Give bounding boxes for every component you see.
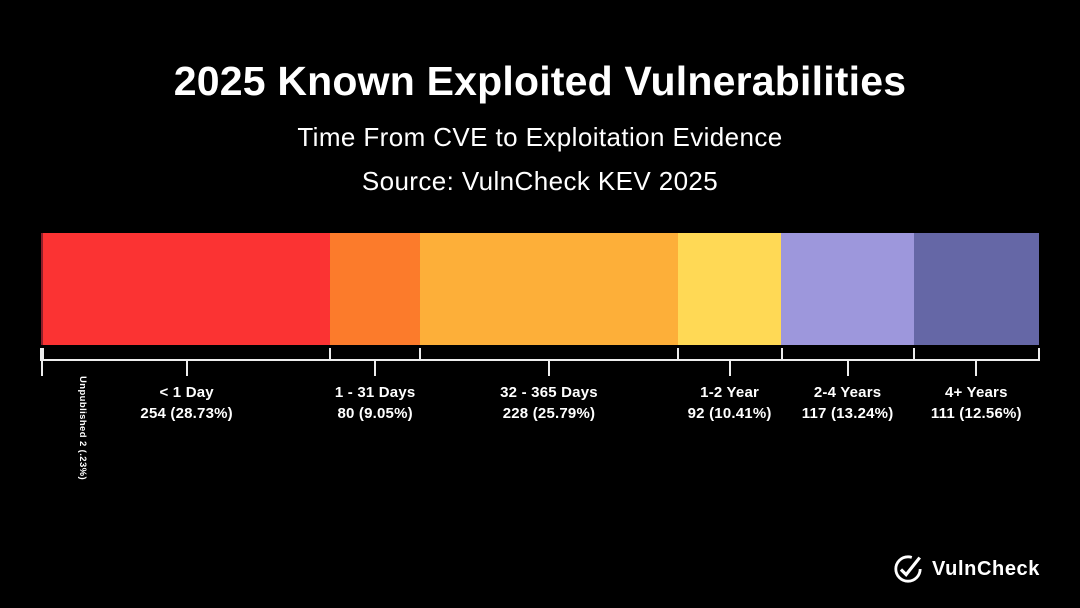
segment-label-value: 254 (28.73%) — [140, 405, 233, 422]
unpublished-rotated-label-text: Unpublished 2 (.23%) — [77, 376, 88, 481]
chart-header: 2025 Known Exploited Vulnerabilities Tim… — [0, 0, 1080, 203]
bar-segment — [43, 233, 330, 345]
segment-label: 2-4 Years 117 (13.24%) — [802, 382, 894, 424]
axis-category-tick — [846, 359, 849, 376]
axis-boundary-tick — [912, 348, 915, 361]
stacked-bar-chart: < 1 Day 254 (28.73%) 1 - 31 Days 80 (9.05%)… — [40, 0, 1040, 608]
vulncheck-check-circle-icon — [894, 555, 922, 583]
segment-label-value: 92 (10.41%) — [687, 405, 772, 422]
axis-boundary-tick — [1038, 348, 1040, 361]
chart-source: Source: VulnCheck KEV 2025 — [361, 166, 719, 196]
bar-segment — [41, 233, 44, 345]
bar-segment — [677, 233, 782, 345]
axis-boundary-tick — [780, 348, 783, 361]
axis-boundary-tick — [328, 348, 331, 361]
chart-title: 2025 Known Exploited Vulnerabilities — [173, 58, 907, 104]
axis-boundary-tick — [40, 348, 42, 361]
segment-label-value: 80 (9.05%) — [337, 405, 413, 422]
axis-boundary-tick — [676, 348, 679, 361]
axis-category-tick — [374, 359, 377, 376]
bar-segment — [781, 233, 914, 345]
segment-label-value: 228 (25.79%) — [502, 405, 596, 422]
bar-segment — [329, 233, 421, 345]
segment-label-name: 32 - 365 Days — [500, 384, 598, 401]
segment-label-name: 2-4 Years — [813, 384, 882, 401]
segment-label: 4+ Years 111 (12.56%) — [931, 382, 1022, 424]
stacked-bar — [41, 233, 1039, 345]
axis-line — [41, 359, 1039, 361]
segment-label-name: 1 - 31 Days — [334, 384, 416, 401]
segment-label-name: < 1 Day — [159, 384, 214, 401]
bar-segment — [913, 233, 1039, 345]
segment-label: 32 - 365 Days 228 (25.79%) — [500, 382, 598, 424]
segment-label-value: 111 (12.56%) — [930, 405, 1022, 422]
vulncheck-logo: VulnCheck — [893, 554, 1040, 584]
axis-category-tick — [41, 359, 44, 376]
segment-label: 1-2 Year 92 (10.41%) — [688, 382, 772, 424]
bar-segment — [420, 233, 678, 345]
segment-label: < 1 Day 254 (28.73%) — [140, 382, 232, 424]
vulncheck-logo-text: VulnCheck — [931, 557, 1040, 580]
segment-label-name: 1-2 Year — [700, 384, 760, 401]
axis-category-tick — [975, 359, 978, 376]
chart-subtitle: Time From CVE to Exploitation Evidence — [297, 122, 783, 152]
segment-label: 1 - 31 Days 80 (9.05%) — [335, 382, 416, 424]
segment-label-value: 117 (13.24%) — [801, 405, 894, 422]
axis-category-tick — [185, 359, 188, 376]
segment-label-name: 4+ Years — [945, 384, 1008, 401]
axis-category-tick — [547, 359, 550, 376]
axis-boundary-tick — [42, 348, 45, 361]
axis-category-tick — [728, 359, 731, 376]
axis-boundary-tick — [419, 348, 422, 361]
